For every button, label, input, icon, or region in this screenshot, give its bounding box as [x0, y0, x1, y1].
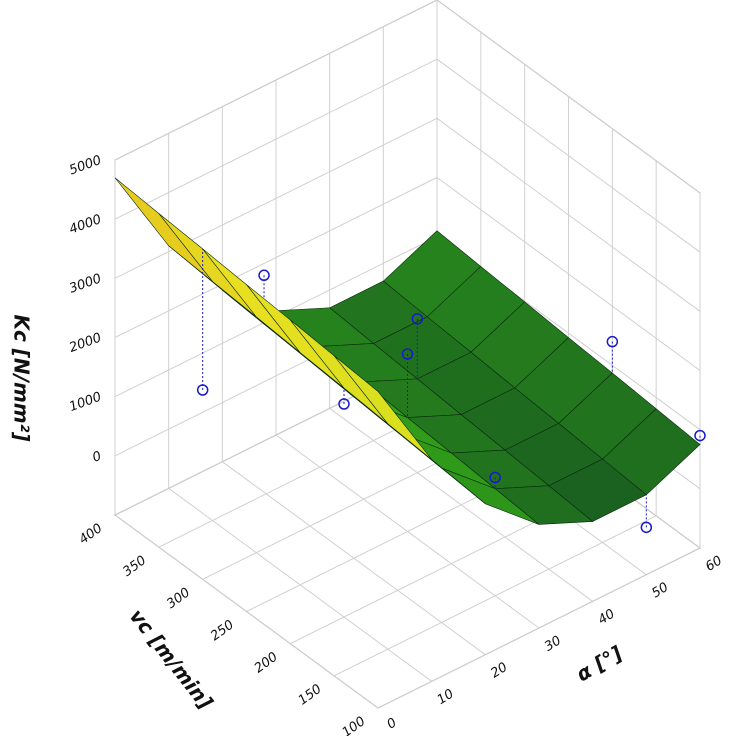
z-tick-label: 3000	[67, 271, 103, 296]
y-tick-label: 400	[77, 521, 106, 548]
x-tick-label: 60	[703, 553, 725, 574]
z-tick-label: 5000	[67, 153, 103, 178]
data-point	[196, 384, 209, 396]
x-tick-label: 40	[596, 607, 618, 628]
grid-line	[436, 177, 701, 371]
z-tick-label: 1000	[67, 390, 103, 415]
grid-line	[377, 547, 701, 709]
surface-cell	[333, 355, 432, 460]
x-tick-label: 0	[385, 715, 400, 732]
x-tick-label: 30	[542, 633, 564, 654]
data-point	[489, 471, 501, 484]
grid-line	[114, 0, 438, 161]
x-tick-label: 10	[435, 687, 457, 708]
z-tick-label: 2000	[67, 330, 103, 355]
data-point	[338, 398, 350, 410]
data-point	[401, 348, 414, 360]
y-tick-label: 150	[296, 682, 325, 709]
z-axis-label: Kc [N/mm²]	[10, 314, 34, 441]
y-tick-label: 250	[208, 617, 237, 644]
data-point	[411, 313, 424, 325]
x-axis-label: α [°]	[572, 641, 626, 686]
y-tick-label: 350	[120, 553, 149, 580]
grid-line	[436, 117, 701, 312]
data-point	[258, 269, 270, 282]
data-point	[606, 335, 619, 348]
data-point	[694, 429, 706, 442]
grid-line	[436, 0, 701, 194]
z-tick-label: 0	[91, 449, 104, 466]
grid-line	[114, 177, 438, 338]
grid-line	[333, 515, 657, 677]
y-axis-label: vc [m/min]	[125, 604, 218, 714]
x-tick-label: 20	[488, 660, 510, 681]
data-point	[640, 521, 653, 534]
grid-line	[436, 58, 701, 253]
y-tick-label: 100	[340, 714, 369, 736]
points	[196, 248, 706, 534]
y-tick-label: 200	[252, 650, 281, 677]
y-tick-label: 300	[164, 585, 193, 612]
grid-line	[114, 58, 438, 220]
surface	[114, 177, 701, 525]
x-tick-label: 50	[649, 580, 671, 601]
grid-line	[114, 117, 438, 279]
z-tick-label: 4000	[67, 212, 103, 237]
